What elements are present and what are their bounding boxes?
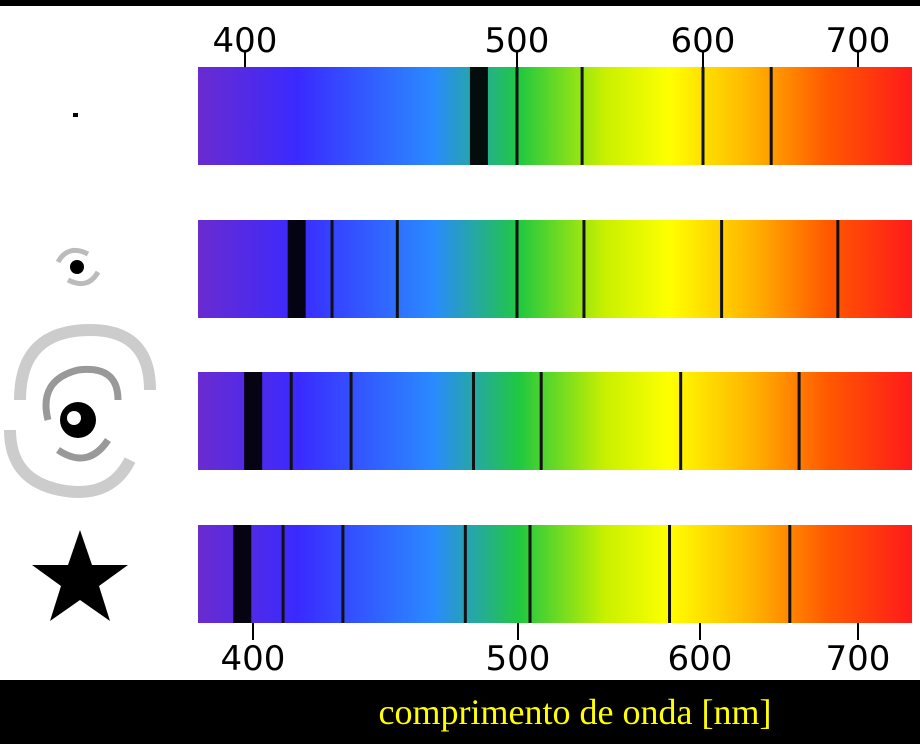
bottom-tick-label: 600 xyxy=(668,639,733,679)
absorption-line xyxy=(788,525,792,623)
strong-absorption-line xyxy=(469,67,488,165)
strong-absorption-line xyxy=(287,220,306,318)
absorption-line xyxy=(341,525,345,623)
small-galaxy-icon xyxy=(55,247,101,287)
strong-absorption-line xyxy=(244,372,263,470)
absorption-line xyxy=(580,67,584,165)
absorption-line xyxy=(701,67,705,165)
spectrum-band xyxy=(198,67,912,165)
strong-absorption-line xyxy=(233,525,252,623)
absorption-line xyxy=(528,525,532,623)
absorption-line xyxy=(289,372,293,470)
absorption-line xyxy=(797,372,801,470)
absorption-line xyxy=(281,525,285,623)
top-border xyxy=(0,0,920,6)
absorption-line xyxy=(668,525,672,623)
absorption-line xyxy=(836,220,840,318)
footer xyxy=(0,680,920,744)
absorption-line xyxy=(463,525,467,623)
absorption-line xyxy=(330,220,334,318)
absorption-line xyxy=(515,67,519,165)
spectrum-band xyxy=(198,525,912,623)
axis-label: comprimento de onda [nm] xyxy=(379,692,772,732)
bottom-tick-label: 500 xyxy=(486,639,551,679)
bottom-tick-label: 400 xyxy=(221,639,286,679)
spectrum-band xyxy=(198,220,912,318)
point-icon xyxy=(73,113,78,117)
absorption-line xyxy=(679,372,683,470)
icons xyxy=(4,113,156,621)
star-icon xyxy=(32,530,128,621)
spectrum-band xyxy=(198,372,912,470)
absorption-line xyxy=(395,220,399,318)
absorption-line xyxy=(769,67,773,165)
absorption-line xyxy=(349,372,353,470)
bottom-tick-label: 700 xyxy=(826,639,891,679)
absorption-line xyxy=(471,372,475,470)
absorption-line xyxy=(539,372,543,470)
absorption-line xyxy=(515,220,519,318)
spiral-galaxy-icon xyxy=(4,323,156,498)
absorption-line xyxy=(582,220,586,318)
absorption-line xyxy=(720,220,724,318)
